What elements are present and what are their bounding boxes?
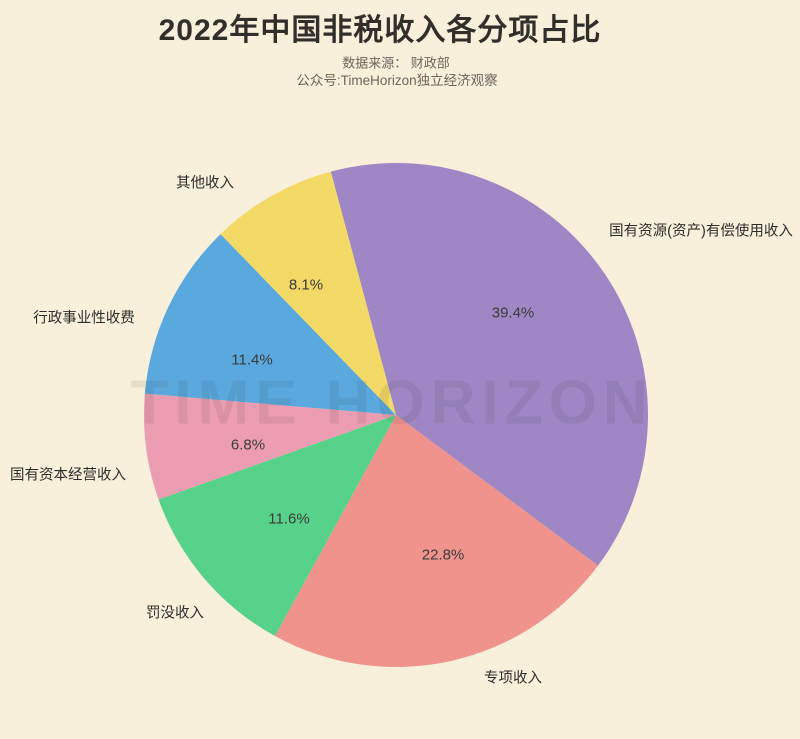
account-line: 公众号:TimeHorizon独立经济观察 [296, 73, 498, 88]
slice-label-fines: 罚没收入 [146, 605, 204, 622]
slice-pct-other-income: 8.1% [288, 276, 324, 294]
slice-pct-admin-fees: 11.4% [231, 351, 273, 369]
watermark: TIME HORIZON [130, 368, 654, 438]
pie-slice-5 [220, 171, 396, 415]
pie-slice-1 [275, 415, 599, 668]
slice-label-state-capital: 国有资本经营收入 [10, 467, 126, 484]
slice-label-special-revenue: 专项收入 [484, 670, 542, 687]
slice-label-admin-fees: 行政事业性收费 [33, 310, 135, 327]
page-title: 2022年中国非税收入各分项占比 [158, 14, 602, 47]
slice-pct-fines: 11.6% [268, 510, 310, 528]
pie-slice-0 [330, 163, 648, 566]
slice-pct-state-resources: 39.4% [491, 304, 535, 322]
slice-label-state-resources: 国有资源(资产)有偿使用收入 [609, 223, 793, 240]
slice-pct-state-capital: 6.8% [230, 436, 266, 454]
pie-slice-2 [158, 415, 396, 637]
slice-label-other-income: 其他收入 [176, 175, 234, 192]
pie-slice-3 [144, 393, 396, 500]
slice-pct-special-revenue: 22.8% [421, 546, 465, 564]
pie-slice-4 [144, 234, 396, 415]
data-source-line: 数据来源： 财政部 [342, 55, 450, 71]
